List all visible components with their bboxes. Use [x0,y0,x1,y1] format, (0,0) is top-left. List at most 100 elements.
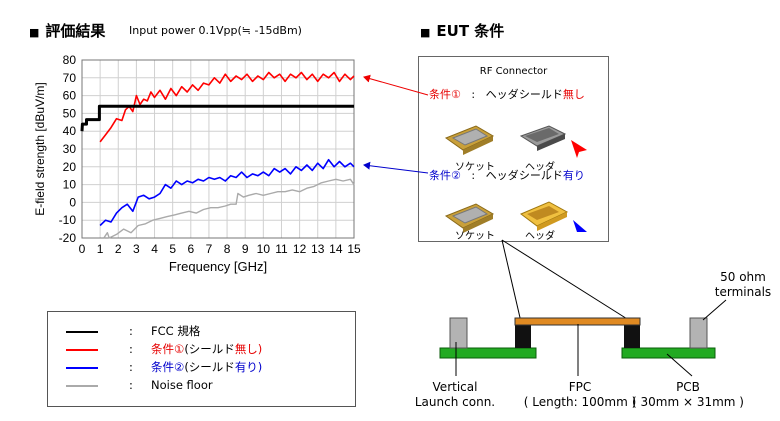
input-power-note: Input power 0.1Vpp(≒ -15dBm) [129,24,302,37]
condition-2-label: 条件② : ヘッダシールド有り [429,167,585,183]
y-tick-label: 10 [63,178,77,192]
y-tick-label: 70 [63,71,77,85]
x-tick-label: 8 [224,242,231,256]
y-tick-label: 30 [63,142,77,156]
legend-colon: : [129,360,133,374]
red-arrow-icon [571,140,587,158]
x-tick-label: 14 [329,242,343,256]
legend-label-suffix: 有り) [234,360,263,374]
legend-swatch [66,385,98,387]
x-tick-label: 15 [347,242,361,256]
blue-arrow-icon [573,220,587,232]
results-title: 評価結果 [45,22,106,40]
legend-colon: : [129,378,133,392]
x-tick-label: 10 [257,242,271,256]
y-tick-label: -10 [59,213,77,227]
legend-colon: : [129,342,133,356]
fpc-label: FPC ( Length: 100mm ) [523,380,637,409]
x-tick-label: 7 [206,242,213,256]
x-axis-label: Frequency [GHz] [169,259,267,274]
y-tick-label: 0 [69,195,76,209]
legend-label: Noise floor [151,376,213,394]
legend-label: 条件② (シールド 有り) [151,358,262,376]
legend-swatch [66,367,98,369]
legend-label: FCC 規格 [151,322,200,340]
bullet: ■ [420,26,431,39]
cond2-text: ヘッダシールド [485,169,563,182]
x-tick-label: 13 [311,242,325,256]
cond1-name: 条件① [429,88,461,101]
legend-colon: : [129,324,133,338]
legend-label: 条件① (シールド 無し) [151,340,262,358]
y-tick-label: 20 [63,160,77,174]
y-tick-label: 50 [63,106,77,120]
pcb-label: PCB ( 30mm × 31mm ) [632,380,744,409]
pcb-right [621,347,716,359]
fcc-limit-line [80,104,354,132]
cond1-colon: : [471,88,476,101]
connector-images-row2 [444,201,587,233]
x-tick-label: 3 [133,242,140,256]
cond2-colon: : [471,169,476,182]
legend-label-middle: (シールド [184,342,235,356]
x-tick-label: 11 [275,242,288,256]
connector-left [515,324,531,348]
rf-connector-title: RF Connector [479,66,548,77]
y-axis-label: E-field strength [dBuV/m] [33,82,47,215]
x-tick-label: 5 [169,242,176,256]
vertical-launch-label: Vertical Launch conn. [414,380,496,409]
results-heading: ■ 評価結果 [29,20,105,41]
condition-1-label: 条件① : ヘッダシールド無し [429,86,585,102]
red-callout-arrow [363,74,429,96]
header-label-1: ヘッダ [525,162,555,173]
x-tick-label: 1 [97,242,104,256]
eut-panel: RF Connector 条件① : ヘッダシールド無し 条件② : ヘッダシー… [418,56,609,242]
connector-right [624,324,640,348]
noise-floor-line [103,178,355,239]
legend-label-suffix: 無し) [234,342,263,356]
zoom-line-left [501,239,522,323]
leader-pcb [666,353,693,377]
header-image [519,125,567,151]
cond2-name: 条件② [429,169,461,182]
condition-2-line [99,158,355,227]
legend-swatch [66,331,98,333]
blue-callout-arrow [363,161,429,174]
legend-label-prefix: Noise floor [151,378,213,392]
x-tick-label: 0 [79,242,86,256]
y-tick-label: 40 [63,124,77,138]
x-tick-label: 2 [115,242,122,256]
x-tick-label: 9 [242,242,249,256]
socket-label-2: ソケット [455,231,495,242]
plot-frame [81,59,355,239]
condition-1-line [99,71,355,143]
legend-label-prefix: FCC 規格 [151,324,201,338]
pcb-left [439,347,537,359]
zoom-line-right [501,239,633,323]
terminal-right [689,317,708,349]
bullet: ■ [29,26,40,39]
y-tick-label: 60 [63,89,77,103]
leader-terminals [702,299,727,321]
socket-image [444,125,495,155]
eut-heading: ■ EUT 条件 [420,20,504,41]
legend-label-prefix: 条件② [151,360,185,374]
x-tick-label: 4 [151,242,158,256]
y-tick-label: 80 [63,53,77,67]
shielded-header-image [520,201,569,231]
cond1-text: ヘッダシールド [485,88,563,101]
header-label-2: ヘッダ [525,231,555,242]
terminals-label: 50 ohm terminals [714,270,772,299]
y-tick-label: -20 [59,231,77,245]
vertical-launch-left [449,317,468,349]
cond2-tail: 有り [562,169,585,182]
eut-title: EUT 条件 [436,22,505,40]
legend: : FCC 規格: 条件① (シールド 無し): 条件② (シールド 有り): Noise fl… [47,311,356,407]
socket-label-1: ソケット [455,162,495,173]
legend-label-prefix: 条件① [151,342,185,356]
cond1-tail: 無し [562,88,585,101]
legend-swatch [66,349,98,351]
